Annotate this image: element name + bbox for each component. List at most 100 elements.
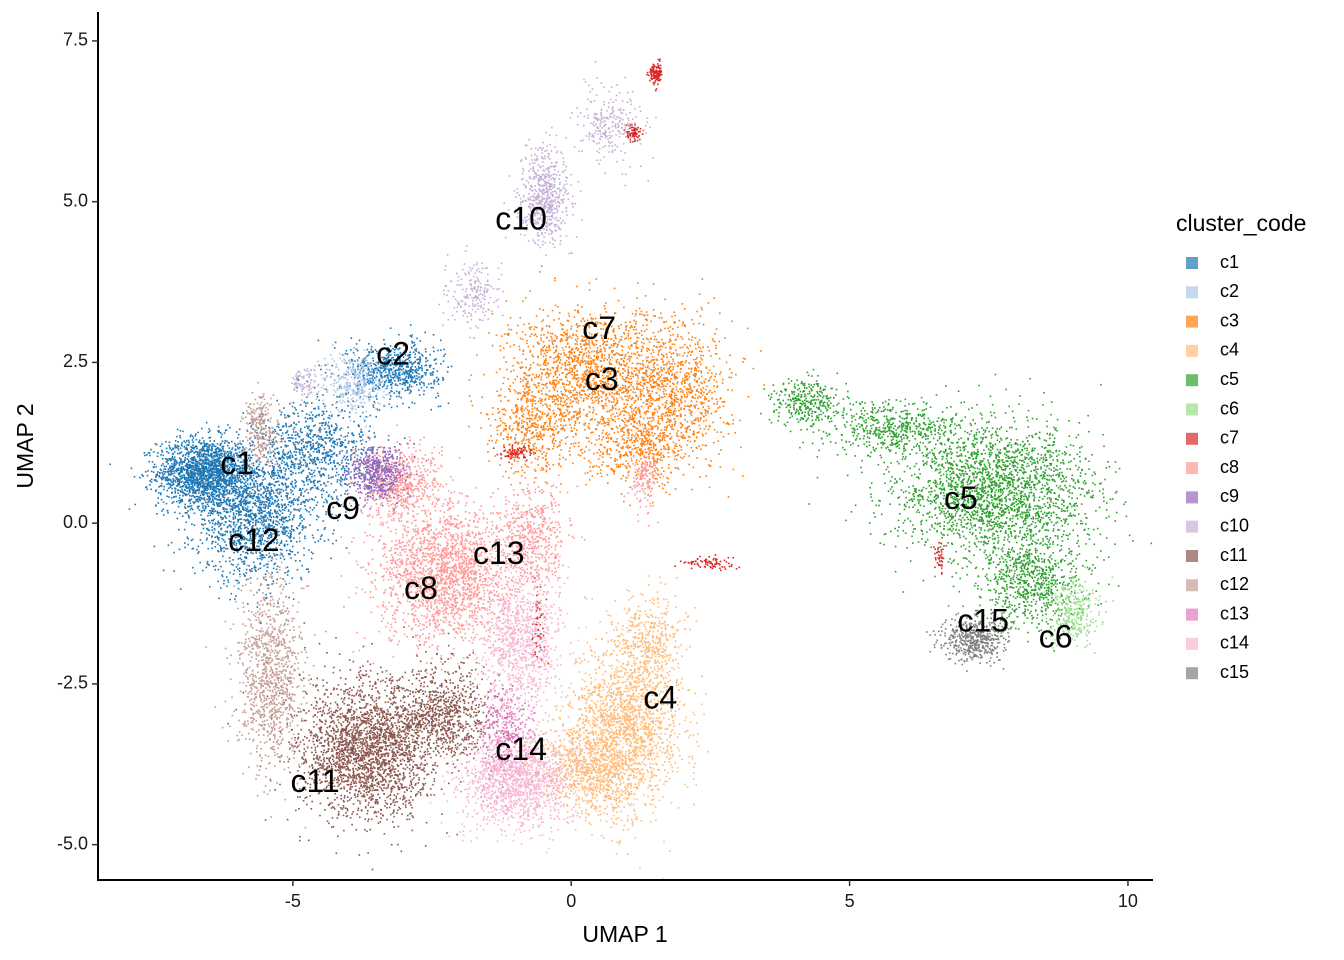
point-c1 [252, 495, 254, 497]
point-c1 [244, 488, 246, 490]
point-c1 [198, 496, 200, 498]
point-c1 [201, 454, 203, 456]
point-c1 [239, 429, 241, 431]
point-c1 [304, 536, 306, 538]
point-c1 [277, 477, 279, 479]
point-c1 [425, 351, 427, 353]
point-c1 [168, 473, 170, 475]
point-c1 [281, 412, 283, 414]
point-c1 [291, 500, 293, 502]
point-c1 [170, 481, 172, 483]
point-c1 [252, 489, 254, 491]
point-c1 [243, 493, 245, 495]
point-c1 [168, 468, 170, 470]
point-c1 [338, 396, 340, 398]
point-c1 [264, 501, 266, 503]
point-c1 [191, 505, 193, 507]
point-c1 [273, 484, 275, 486]
point-c1 [254, 503, 256, 505]
point-c1 [434, 359, 436, 361]
point-c1 [205, 523, 207, 525]
point-c1 [298, 466, 300, 468]
point-c1 [319, 471, 321, 473]
point-c1 [389, 398, 391, 400]
point-c1 [158, 486, 160, 488]
point-c1 [225, 548, 227, 550]
point-c1 [301, 447, 303, 449]
point-c1 [345, 439, 347, 441]
point-c1 [407, 389, 409, 391]
point-c1 [255, 567, 257, 569]
point-c1 [194, 573, 196, 575]
point-c1 [195, 435, 197, 437]
point-c2 [332, 359, 334, 361]
point-c1 [413, 443, 415, 445]
point-c1 [212, 561, 214, 563]
point-c1 [215, 492, 217, 494]
point-c1 [265, 515, 267, 517]
point-c1 [261, 504, 263, 506]
point-c1 [301, 502, 303, 504]
point-c1 [326, 455, 328, 457]
point-c1 [261, 501, 263, 503]
point-c1 [227, 511, 229, 513]
point-c1 [214, 498, 216, 500]
point-c1 [220, 587, 222, 589]
point-c1 [161, 510, 163, 512]
point-c1 [295, 434, 297, 436]
point-c1 [413, 362, 415, 364]
point-c1 [237, 580, 239, 582]
point-c1 [178, 479, 180, 481]
point-c1 [326, 432, 328, 434]
point-c1 [354, 360, 356, 362]
point-c1 [295, 473, 297, 475]
point-c1 [187, 510, 189, 512]
point-c1 [226, 485, 228, 487]
point-c1 [359, 459, 361, 461]
point-c1 [360, 416, 362, 418]
point-c1 [315, 443, 317, 445]
point-c1 [271, 483, 273, 485]
point-c1 [365, 474, 367, 476]
point-c1 [204, 476, 206, 478]
point-c1 [245, 504, 247, 506]
point-c1 [254, 493, 256, 495]
point-c1 [191, 469, 193, 471]
point-c2 [326, 369, 328, 371]
point-c1 [290, 534, 292, 536]
point-c1 [285, 520, 287, 522]
point-c1 [297, 433, 299, 435]
point-c1 [305, 421, 307, 423]
point-c1 [300, 466, 302, 468]
point-c1 [425, 357, 427, 359]
point-c1 [283, 407, 285, 409]
point-c1 [196, 439, 198, 441]
point-c1 [368, 430, 370, 432]
point-c1 [203, 485, 205, 487]
point-c1 [322, 461, 324, 463]
point-c1 [151, 471, 153, 473]
point-c1 [433, 347, 435, 349]
point-c1 [405, 390, 407, 392]
point-c1 [392, 372, 394, 374]
point-c1 [356, 348, 358, 350]
point-c1 [437, 393, 439, 395]
point-c1 [281, 496, 283, 498]
point-c1 [202, 507, 204, 509]
point-c1 [273, 516, 275, 518]
point-c1 [261, 495, 263, 497]
point-c1 [331, 365, 333, 367]
point-c1 [193, 477, 195, 479]
point-c1 [181, 489, 183, 491]
point-c1 [423, 394, 425, 396]
point-c1 [250, 483, 252, 485]
point-c1 [430, 373, 432, 375]
point-c1 [245, 519, 247, 521]
point-c1 [208, 473, 210, 475]
point-c1 [191, 487, 193, 489]
point-c1 [205, 457, 207, 459]
point-c1 [271, 477, 273, 479]
point-c1 [313, 425, 315, 427]
point-c1 [346, 462, 348, 464]
point-c1 [239, 501, 241, 503]
